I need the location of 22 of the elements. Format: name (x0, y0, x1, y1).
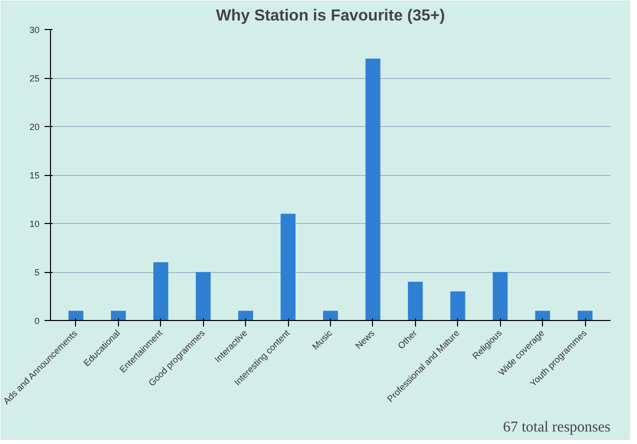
bar (323, 310, 338, 320)
y-tick-label: 5 (34, 268, 40, 278)
bar (450, 291, 466, 320)
y-tick-label: 30 (29, 25, 40, 35)
bar (238, 310, 254, 320)
chart-title: Why Station is Favourite (35+) (216, 8, 445, 24)
y-tick-label: 25 (29, 74, 40, 84)
y-tick-label: 10 (29, 219, 40, 229)
bar (196, 272, 211, 320)
bar (578, 310, 592, 320)
y-tick-label: 20 (29, 122, 40, 132)
y-tick-label: 0 (34, 316, 40, 326)
text: 67 total responses (503, 420, 611, 436)
bar (110, 310, 126, 320)
bar (408, 282, 423, 320)
bar (280, 214, 296, 320)
bar (153, 262, 168, 320)
bar (492, 272, 508, 320)
y-tick-label: 15 (29, 170, 40, 180)
bar (68, 310, 84, 320)
bar (535, 310, 550, 320)
bar (366, 58, 380, 320)
